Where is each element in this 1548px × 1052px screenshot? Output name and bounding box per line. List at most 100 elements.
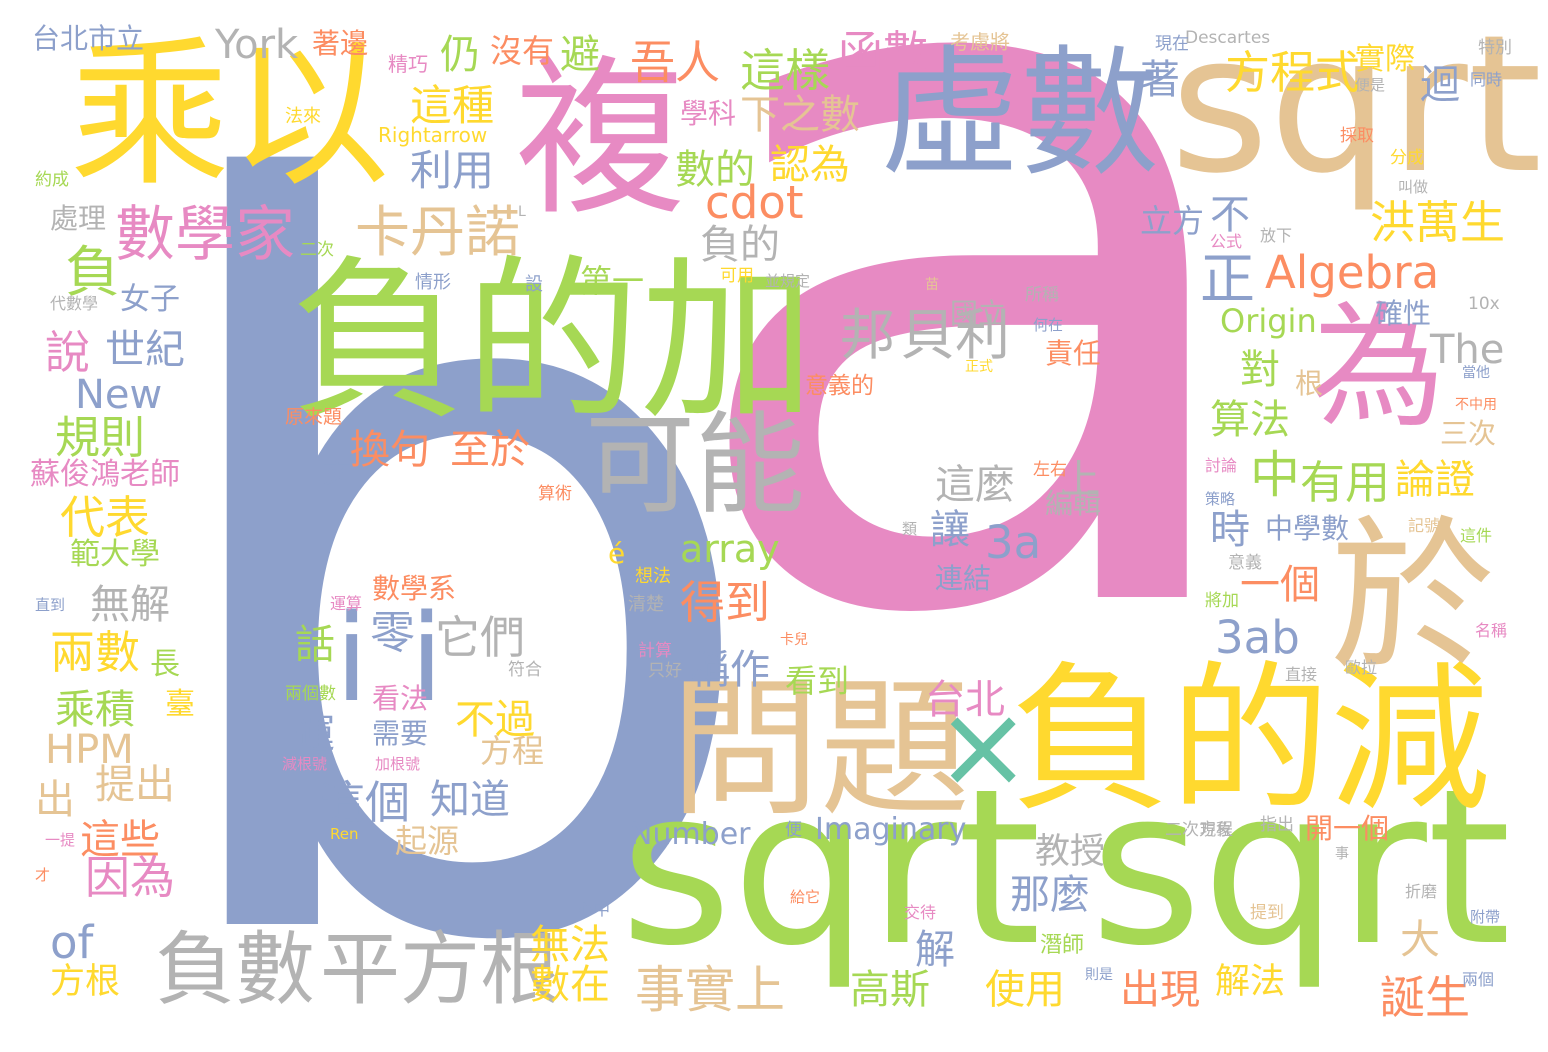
word-60-hpm: HPM xyxy=(45,727,134,773)
word-123: 臺 xyxy=(165,687,195,722)
word-168: 兩個數 xyxy=(285,684,336,704)
word-192: 放下 xyxy=(1260,226,1293,245)
word-129: 三次 xyxy=(1440,417,1497,450)
word-93: 算法 xyxy=(1210,397,1290,443)
word-113: 解法 xyxy=(1215,962,1286,1002)
word-158: 名稱 xyxy=(1475,621,1508,640)
word-181: 交待 xyxy=(904,903,937,922)
word-185: 則是 xyxy=(1085,967,1113,983)
word-66: 方根 xyxy=(50,962,121,1002)
word-164: 符合 xyxy=(508,660,542,680)
word-90: 一個 xyxy=(1240,562,1320,608)
word-41: 仍 xyxy=(440,32,480,78)
word-97-the: The xyxy=(1430,327,1505,373)
word-186: 兩個 xyxy=(1462,970,1495,989)
word-122: 長 xyxy=(150,647,180,682)
word-137: 法來 xyxy=(285,106,321,127)
word-23: 邦 xyxy=(840,303,896,367)
word-50: 負的 xyxy=(700,222,780,268)
word-84-array: array xyxy=(680,527,780,571)
word-26-cdot: cdot xyxy=(705,176,804,229)
word-78: 需要 xyxy=(372,717,429,750)
word-94: 對 xyxy=(1240,347,1280,393)
word-148: 意義的 xyxy=(805,373,874,399)
word-177: 二次方程 xyxy=(1165,820,1233,840)
word-1-a: a xyxy=(670,0,1277,831)
word-145: 所稱 xyxy=(1025,285,1059,305)
word-57: 無解 xyxy=(90,582,170,628)
word-4-sqrt: sqrt xyxy=(1090,742,1512,993)
word-161: 運算 xyxy=(330,594,363,613)
word-11: 於 xyxy=(1330,501,1495,693)
word-25-algebra: Algebra xyxy=(1265,246,1440,299)
word-195: 採取 xyxy=(1340,126,1374,146)
word-143: 可用 xyxy=(720,266,754,286)
word-188-10x: 10x xyxy=(1468,294,1500,314)
word-92: 論證 xyxy=(1395,457,1475,503)
word-155: 這件 xyxy=(1460,526,1493,545)
word-103: 迴 xyxy=(1420,62,1460,108)
word-99: 確性 xyxy=(1375,297,1432,330)
word-142: 設 xyxy=(525,274,543,295)
word-15: 可能 xyxy=(585,401,805,529)
word-189: 當他 xyxy=(1462,365,1490,381)
word-172: 一提 xyxy=(45,831,76,849)
word-136-rightarrow: Rightarrow xyxy=(378,123,488,147)
word-154: 記號 xyxy=(1408,516,1441,535)
word-33: 方程式 xyxy=(1225,46,1361,99)
word-61: 提出 xyxy=(95,762,175,808)
word-59: 乘積 xyxy=(55,687,135,733)
word-37: 正 xyxy=(1200,247,1256,311)
word-114: 誕生 xyxy=(1380,971,1471,1024)
word-56: 範大學 xyxy=(70,537,160,572)
word-32: 洪萬生 xyxy=(1370,196,1506,249)
word-81: 得到 xyxy=(680,576,771,629)
word-191: 公式 xyxy=(1210,232,1243,251)
word-24: 貝利 xyxy=(900,303,1011,367)
word-178: 事 xyxy=(1335,846,1349,862)
word-152: 討論 xyxy=(1205,456,1238,475)
word-162: 計算 xyxy=(638,641,672,661)
word-68: 至於 xyxy=(450,427,530,473)
word-166: 直接 xyxy=(1285,665,1318,684)
word-151: 左右 xyxy=(1033,460,1067,480)
word-3-sqrt: sqrt xyxy=(620,742,1042,993)
word-153: 策略 xyxy=(1205,490,1236,508)
word-17-i: i xyxy=(410,590,444,729)
word-147: 正式 xyxy=(965,359,993,375)
word-138: 約成 xyxy=(35,170,69,190)
word-44: 這種 xyxy=(410,81,495,130)
word-19: 平方根 xyxy=(320,923,560,1016)
word-5-sqrt: sqrt xyxy=(1170,0,1543,215)
word-20: 數學家 xyxy=(115,200,295,270)
word-160: 清楚 xyxy=(628,594,664,615)
word-157: 將加 xyxy=(1205,591,1239,611)
word-64: 因為 xyxy=(85,851,176,904)
word-105-imaginary: Imaginary xyxy=(815,812,967,847)
word-132: 考慮將 xyxy=(950,30,1010,54)
word-47: 下之數 xyxy=(740,92,860,138)
word-63: 這些 xyxy=(80,817,160,863)
word-118: 一文 xyxy=(295,457,352,490)
word-9: 負的加 xyxy=(290,241,815,444)
word-141: 情形 xyxy=(415,272,451,293)
word-134: 特別 xyxy=(1478,38,1512,58)
word-28: 中 xyxy=(1250,446,1300,504)
word-49: 認為 xyxy=(770,142,850,188)
word-110: 高斯 xyxy=(850,967,930,1013)
word-38-york: York xyxy=(215,22,299,68)
word-89: 連結 xyxy=(935,562,992,595)
word-124: 第一 xyxy=(580,262,645,300)
word-82: 稱作 xyxy=(690,647,770,693)
word-8: 虛數 xyxy=(880,33,1161,196)
word-140: 代數學 xyxy=(50,294,99,313)
word-165: 只好 xyxy=(648,661,682,681)
word-171-ren: Ren xyxy=(330,825,359,843)
word-127: 開一個 xyxy=(1305,812,1390,845)
word-126: 編輯 xyxy=(1045,487,1102,520)
word-29: 有用 xyxy=(1300,456,1391,509)
word-180: 給它 xyxy=(790,888,821,906)
word-201: 苗 xyxy=(925,277,939,293)
word-159: 想法 xyxy=(635,566,671,587)
